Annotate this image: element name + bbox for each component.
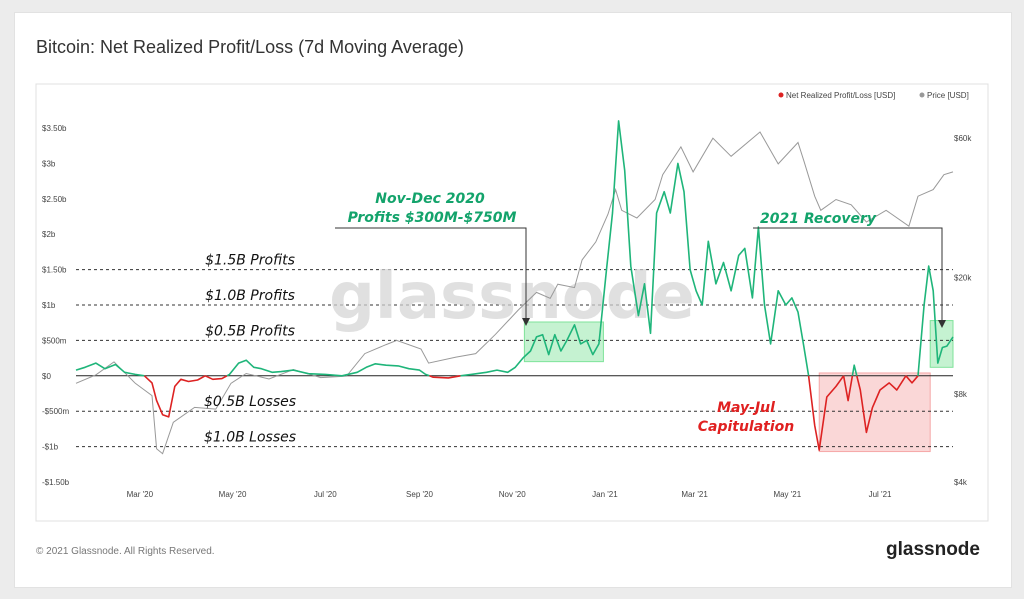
legend-label-profit-loss: Net Realized Profit/Loss [USD] (786, 91, 895, 100)
y-right-tick-0: $60k (954, 134, 972, 143)
profit-segment-6 (460, 120, 810, 377)
x-tick-4: Nov '20 (499, 490, 526, 499)
watermark: glassnode (329, 260, 695, 334)
y-left-tick-1: $3b (42, 159, 56, 168)
highlight-region-may-jul-2021 (818, 372, 931, 453)
footer-copyright: © 2021 Glassnode. All Rights Reserved. (36, 546, 215, 557)
y-left-tick-5: $1b (42, 301, 56, 310)
y-left-tick-2: $2.50b (42, 195, 67, 204)
reference-label-2: $0.5B Profits (205, 323, 295, 339)
annotation-recovery-arrow (753, 227, 946, 328)
loss-segment-13 (905, 375, 919, 384)
y-right-tick-1: $20k (954, 274, 972, 283)
profit-segment-14 (917, 265, 954, 376)
reference-label-1: $1.0B Profits (205, 288, 295, 304)
profit-segment-10 (851, 364, 858, 376)
x-tick-2: Jul '20 (314, 490, 337, 499)
loss-segment-11 (856, 375, 907, 434)
x-tick-1: May '20 (219, 490, 247, 499)
legend-marker-price (919, 92, 925, 98)
reference-label-3: $0.5B Losses (204, 394, 296, 410)
x-tick-3: Sep '20 (406, 490, 433, 499)
x-tick-8: Jul '21 (869, 490, 892, 499)
reference-label-0: $1.5B Profits (205, 253, 295, 269)
highlight-region-nov-dec-2020 (523, 321, 604, 363)
y-left-tick-3: $2b (42, 230, 56, 239)
y-right-tick-2: $8k (954, 390, 968, 399)
legend-marker-profit-loss (778, 92, 784, 98)
highlight-region-recovery-2021 (929, 320, 954, 368)
price-line (75, 131, 954, 455)
loss-segment-5 (429, 375, 461, 379)
loss-segment-7 (807, 375, 845, 451)
annotation-nov-dec-line2: Profits $300M-$750M (348, 210, 517, 226)
annotation-capitulation-line2: Capitulation (698, 419, 795, 435)
loss-segment-1 (143, 375, 206, 418)
x-tick-0: Mar '20 (127, 490, 154, 499)
legend-label-price: Price [USD] (927, 91, 969, 100)
y-left-tick-8: -$500m (42, 407, 69, 416)
profit-segment-0 (75, 362, 145, 377)
y-left-tick-10: -$1.50b (42, 478, 70, 487)
annotation-nov-dec-line1: Nov-Dec 2020 (375, 191, 485, 207)
plot-frame (35, 83, 989, 522)
y-left-tick-6: $500m (42, 336, 67, 345)
reference-label-4: $1.0B Losses (204, 430, 296, 446)
footer-brand-logo: glassnode (886, 539, 980, 560)
loss-segment-3 (204, 375, 228, 381)
annotation-nov-dec-arrow (335, 227, 530, 326)
annotation-recovery-text: 2021 Recovery (760, 211, 877, 227)
loss-segment-9 (842, 375, 854, 402)
x-tick-5: Jan '21 (592, 490, 618, 499)
y-left-tick-0: $3.50b (42, 124, 67, 133)
y-left-tick-4: $1.50b (42, 266, 67, 275)
y-left-tick-7: $0 (42, 372, 51, 381)
x-tick-6: Mar '21 (681, 490, 708, 499)
annotation-capitulation-line1: May-Jul (717, 400, 775, 416)
profit-segment-4 (226, 359, 430, 377)
x-tick-7: May '21 (773, 490, 801, 499)
y-right-tick-3: $4k (954, 478, 968, 487)
chart-title: Bitcoin: Net Realized Profit/Loss (7d Mo… (36, 37, 464, 57)
y-left-tick-9: -$1b (42, 443, 59, 452)
